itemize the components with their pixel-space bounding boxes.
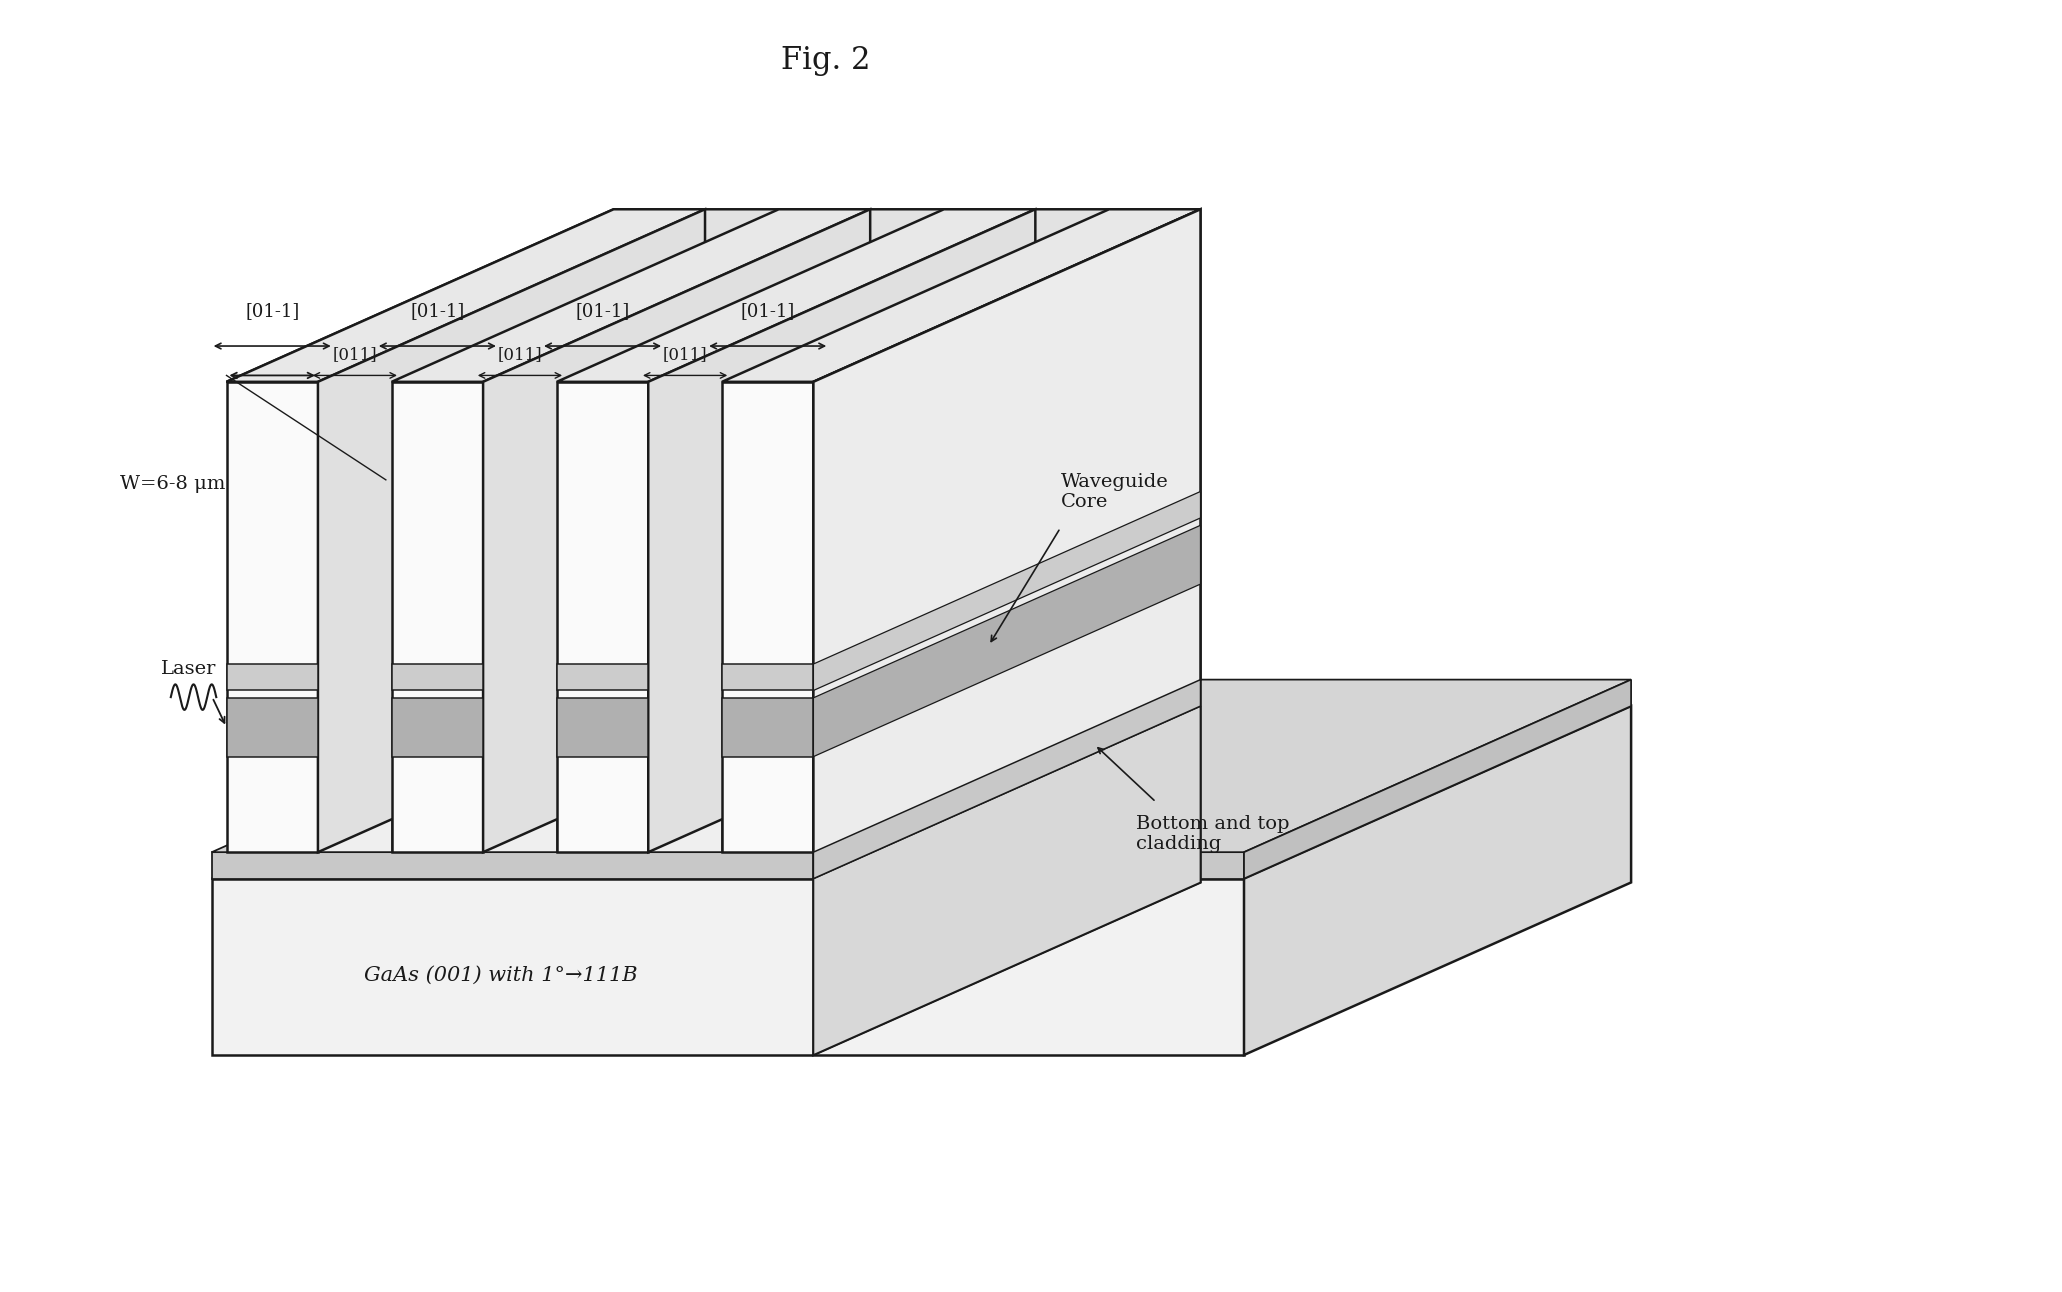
Text: Bottom and top
cladding: Bottom and top cladding: [1136, 815, 1289, 854]
Polygon shape: [318, 382, 392, 853]
Text: [01-1]: [01-1]: [575, 302, 629, 320]
Polygon shape: [647, 382, 722, 853]
Text: [011]: [011]: [332, 346, 377, 363]
Text: [011]: [011]: [662, 346, 707, 363]
Polygon shape: [392, 664, 483, 690]
Polygon shape: [392, 209, 870, 382]
Polygon shape: [557, 382, 647, 853]
Polygon shape: [812, 209, 1200, 1056]
Polygon shape: [722, 209, 1200, 382]
Polygon shape: [722, 698, 812, 757]
Polygon shape: [1243, 705, 1631, 1056]
Text: Laser: Laser: [161, 660, 217, 678]
Polygon shape: [318, 209, 705, 853]
Polygon shape: [483, 698, 557, 757]
Polygon shape: [812, 491, 1200, 690]
Polygon shape: [227, 209, 705, 382]
Polygon shape: [483, 209, 870, 853]
Polygon shape: [812, 680, 1200, 879]
Polygon shape: [557, 698, 647, 757]
Text: [011]: [011]: [497, 346, 542, 363]
Polygon shape: [812, 209, 1200, 853]
Polygon shape: [812, 705, 1200, 1056]
Polygon shape: [722, 382, 812, 853]
Polygon shape: [318, 698, 392, 757]
Polygon shape: [212, 705, 1631, 879]
Text: Fig. 2: Fig. 2: [781, 45, 870, 76]
Polygon shape: [812, 526, 1200, 757]
Polygon shape: [647, 209, 1035, 853]
Text: GaAs (001) with 1°→111B: GaAs (001) with 1°→111B: [365, 966, 637, 985]
Polygon shape: [212, 879, 1243, 1056]
Polygon shape: [227, 382, 318, 853]
Text: Waveguide
Core: Waveguide Core: [1060, 473, 1169, 512]
Polygon shape: [318, 664, 392, 690]
Text: [01-1]: [01-1]: [245, 302, 299, 320]
Polygon shape: [212, 853, 1243, 879]
Polygon shape: [483, 382, 557, 853]
Polygon shape: [647, 664, 722, 690]
Polygon shape: [483, 664, 557, 690]
Polygon shape: [557, 664, 647, 690]
Polygon shape: [392, 698, 483, 757]
Text: W=6-8 μm: W=6-8 μm: [120, 474, 225, 492]
Polygon shape: [647, 698, 722, 757]
Polygon shape: [227, 664, 318, 690]
Polygon shape: [557, 209, 1035, 382]
Polygon shape: [212, 680, 1631, 853]
Polygon shape: [227, 698, 318, 757]
Text: [01-1]: [01-1]: [740, 302, 794, 320]
Text: [01-1]: [01-1]: [410, 302, 464, 320]
Polygon shape: [227, 209, 1200, 382]
Polygon shape: [722, 664, 812, 690]
Polygon shape: [1243, 680, 1631, 879]
Polygon shape: [392, 382, 483, 853]
